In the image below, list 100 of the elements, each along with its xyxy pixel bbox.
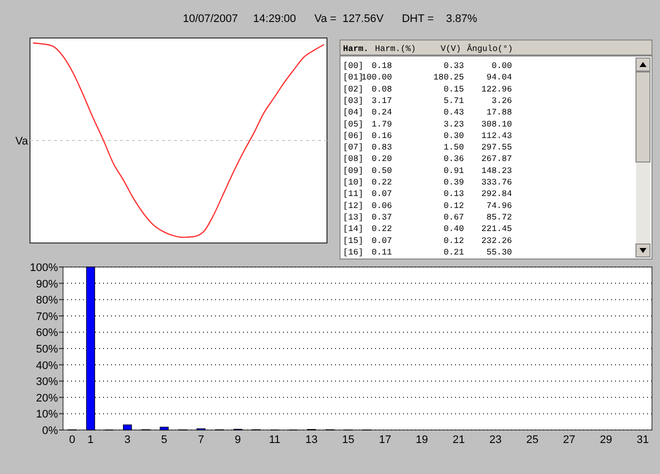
data-label: 292.84 <box>481 189 512 200</box>
y-tick-label: [07] <box>343 142 364 153</box>
data-label: 0.07 <box>372 236 392 246</box>
data-label: 0.33 <box>444 61 464 71</box>
bar <box>86 266 96 430</box>
data-label: 0.36 <box>444 154 464 164</box>
x-tick-label: 19 <box>416 434 428 446</box>
x-tick-label: 7 <box>198 434 204 446</box>
data-label: 308.10 <box>481 119 512 130</box>
data-label: 0.13 <box>444 189 464 200</box>
y-tick-label: 50% <box>36 344 58 356</box>
y-tick-label: [04] <box>343 108 364 118</box>
data-label: 112.43 <box>481 130 512 141</box>
data-label: 232.26 <box>481 236 512 246</box>
y-tick-label: [03] <box>343 96 364 106</box>
x-tick-label: 3 <box>124 434 130 446</box>
data-label: 17.88 <box>486 108 512 118</box>
data-label: 0.07 <box>372 189 392 200</box>
data-label: 3.17 <box>372 96 392 106</box>
data-label: 0.11 <box>372 247 392 258</box>
data-label: 0.00 <box>492 61 512 71</box>
y-tick-label: [16] <box>343 247 364 258</box>
y-tick-label: [05] <box>343 119 364 130</box>
data-label: 122.96 <box>481 84 512 94</box>
data-label: 221.45 <box>481 224 512 234</box>
x-tick-label: 11 <box>268 434 280 446</box>
x-tick-label: 25 <box>526 434 538 446</box>
y-tick-label: [14] <box>343 224 364 234</box>
x-tick-label: Harm.(%) <box>375 44 416 54</box>
y-tick-label: [15] <box>343 236 364 246</box>
y-tick-label: [13] <box>343 212 364 222</box>
x-tick-label: 21 <box>452 434 465 446</box>
chart-title: 10/07/2007 14:29:00 Va = 127.56V DHT = 3.87% <box>182 13 478 25</box>
data-label: 0.83 <box>372 142 392 153</box>
y-tick-label: [01] <box>343 72 364 83</box>
data-label: 0.30 <box>444 130 464 141</box>
x-tick-label: Ângulo(°) <box>467 43 513 54</box>
y-tick-label: [09] <box>343 166 364 176</box>
data-label: 0.39 <box>444 178 464 188</box>
x-tick-label: 29 <box>600 434 612 446</box>
data-label: 85.72 <box>486 212 512 222</box>
x-tick-label: 5 <box>161 434 168 446</box>
data-label: 148.23 <box>481 166 512 176</box>
data-label: 0.08 <box>372 84 392 94</box>
y-tick-label: [02] <box>343 84 364 94</box>
data-label: 0.18 <box>372 61 392 71</box>
x-tick-label: 0 <box>69 434 76 446</box>
data-label: 0.12 <box>444 200 464 211</box>
data-label: 0.22 <box>372 178 392 188</box>
y-axis-title: Harm. <box>343 44 369 54</box>
data-label: 3.23 <box>444 119 464 130</box>
data-label: 0.67 <box>444 212 464 222</box>
data-label: 0.22 <box>372 224 392 234</box>
x-tick-label: 13 <box>305 434 318 446</box>
y-tick-label: [08] <box>343 154 364 164</box>
y-tick-label: 70% <box>36 310 58 323</box>
data-label: 0.40 <box>444 224 464 234</box>
y-tick-label: 40% <box>36 360 58 372</box>
data-label: 0.21 <box>444 247 464 258</box>
data-label: 333.76 <box>481 178 512 188</box>
y-tick-label: [06] <box>343 130 364 141</box>
data-label: 180.25 <box>433 72 464 83</box>
y-tick-label: 10% <box>36 408 58 421</box>
data-label: 0.43 <box>444 108 464 118</box>
y-tick-label: 100% <box>30 262 58 274</box>
y-tick-label: 30% <box>36 376 58 388</box>
data-label: 55.30 <box>486 247 512 258</box>
data-label: 0.15 <box>444 84 464 94</box>
data-label: 0.24 <box>372 108 392 118</box>
x-tick-label: 9 <box>234 434 241 446</box>
data-label: 297.55 <box>481 142 512 153</box>
y-tick-label: 80% <box>36 294 58 307</box>
data-label: 1.79 <box>372 119 392 130</box>
y-tick-label: [11] <box>343 189 364 200</box>
x-tick-label: 17 <box>378 434 392 446</box>
data-label: 5.71 <box>444 96 464 106</box>
x-tick-label: 27 <box>563 434 576 446</box>
y-tick-label: 0% <box>42 425 58 437</box>
data-label: 94.04 <box>486 72 512 83</box>
data-label: 100.00 <box>361 72 392 83</box>
ref-line-label: Va <box>15 136 29 148</box>
data-label: 74.96 <box>486 200 512 211</box>
y-tick-label: 90% <box>36 278 58 290</box>
x-tick-label: V(V) <box>440 44 461 54</box>
data-label: 1.50 <box>444 142 464 153</box>
data-label: 0.91 <box>444 166 464 176</box>
y-tick-label: [12] <box>343 200 364 211</box>
data-label: 0.06 <box>372 200 392 211</box>
data-label: 0.37 <box>372 212 392 222</box>
y-tick-label: 60% <box>36 327 58 340</box>
data-label: 0.16 <box>372 130 392 141</box>
bar <box>160 426 169 430</box>
data-label: 0.50 <box>372 166 392 176</box>
bar <box>122 424 132 430</box>
y-tick-label: 20% <box>36 392 58 404</box>
x-tick-label: 1 <box>88 434 94 446</box>
y-tick-label: [00] <box>343 61 364 71</box>
x-tick-label: 31 <box>636 434 649 446</box>
data-label: 3.26 <box>492 96 512 106</box>
data-label: 0.20 <box>372 154 392 164</box>
